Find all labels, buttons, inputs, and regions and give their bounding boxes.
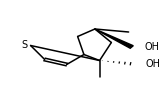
Text: S: S — [21, 40, 27, 50]
Text: OH: OH — [146, 59, 161, 69]
Text: OH: OH — [144, 42, 159, 52]
Polygon shape — [95, 29, 133, 48]
